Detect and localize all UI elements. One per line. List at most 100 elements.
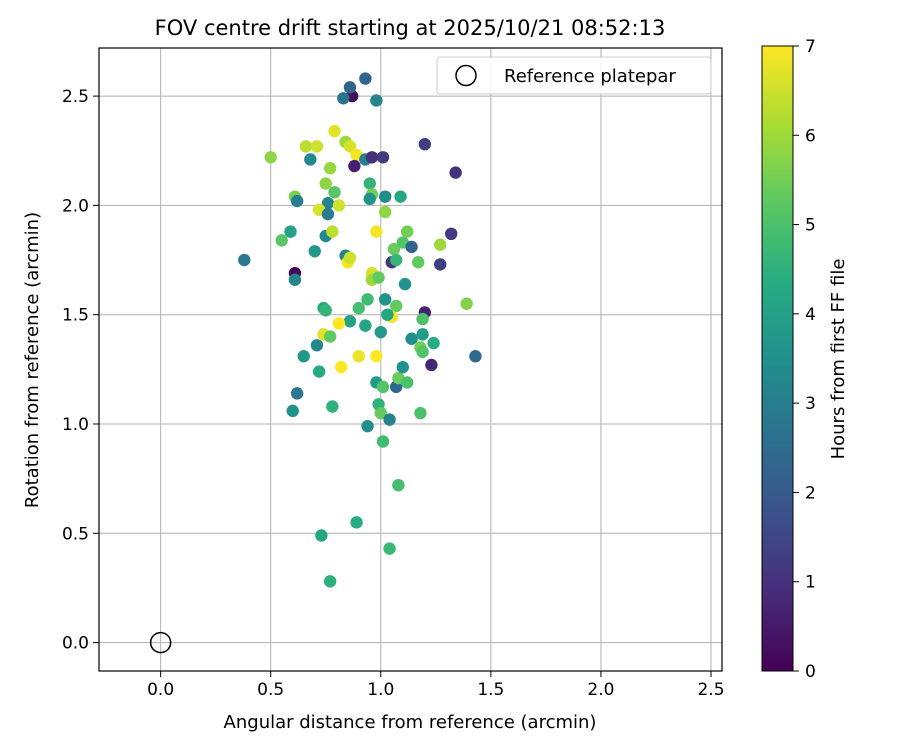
data-point bbox=[363, 177, 376, 190]
data-point bbox=[378, 293, 392, 306]
data-point bbox=[328, 124, 341, 138]
data-point bbox=[275, 234, 288, 247]
data-point bbox=[425, 358, 438, 372]
data-point bbox=[321, 197, 335, 210]
data-point bbox=[416, 312, 429, 326]
y-axis-label: Rotation from reference (arcmin) bbox=[22, 212, 43, 508]
data-point bbox=[310, 339, 324, 352]
data-point bbox=[374, 406, 387, 420]
data-point bbox=[372, 271, 385, 284]
y-tick-label: 0.5 bbox=[62, 524, 89, 544]
data-point bbox=[361, 419, 374, 433]
colorbar-tick-label: 2 bbox=[805, 483, 816, 503]
y-tick-label: 1.5 bbox=[62, 306, 89, 326]
data-point bbox=[343, 140, 357, 153]
data-point bbox=[392, 478, 405, 492]
data-point bbox=[319, 304, 332, 317]
legend-box bbox=[436, 56, 712, 95]
data-point bbox=[405, 240, 418, 254]
data-point bbox=[350, 516, 363, 529]
data-point bbox=[434, 258, 447, 271]
y-tick-label: 1.0 bbox=[62, 415, 89, 435]
data-point bbox=[400, 376, 414, 389]
data-point bbox=[376, 380, 390, 394]
data-point bbox=[434, 238, 447, 251]
data-point bbox=[290, 387, 304, 400]
data-point bbox=[288, 273, 302, 286]
data-point bbox=[370, 94, 383, 107]
data-point bbox=[308, 245, 321, 258]
data-point bbox=[374, 325, 387, 339]
data-point bbox=[312, 365, 326, 378]
data-point bbox=[332, 199, 346, 212]
x-axis-ticks: 0.0 0.5 1.0 1.5 2.0 2.5 bbox=[147, 671, 725, 700]
chart-title: FOV centre drift starting at 2025/10/21 … bbox=[155, 16, 666, 40]
grid-lines bbox=[99, 48, 722, 671]
data-point bbox=[400, 225, 414, 238]
data-point bbox=[378, 190, 392, 203]
data-point bbox=[414, 406, 427, 420]
plot-frame bbox=[98, 47, 723, 672]
data-point bbox=[359, 319, 372, 332]
data-point bbox=[363, 192, 376, 206]
data-point bbox=[343, 251, 357, 265]
data-point bbox=[412, 256, 425, 269]
data-point bbox=[376, 435, 390, 448]
data-point bbox=[343, 315, 357, 328]
data-point bbox=[299, 140, 313, 153]
data-point bbox=[286, 404, 299, 418]
data-point bbox=[370, 350, 383, 363]
data-point bbox=[297, 350, 310, 363]
colorbar-tick-label: 4 bbox=[805, 305, 816, 325]
data-point bbox=[376, 151, 390, 164]
data-point bbox=[326, 400, 339, 413]
data-point bbox=[389, 299, 403, 313]
data-point bbox=[337, 92, 350, 105]
data-point bbox=[328, 186, 341, 199]
colorbar-tick-label: 1 bbox=[805, 573, 816, 593]
data-point bbox=[359, 72, 372, 85]
data-point bbox=[427, 336, 440, 350]
y-axis-ticks: 0.0 0.5 1.0 1.5 2.0 2.5 bbox=[62, 87, 99, 654]
data-point bbox=[352, 350, 365, 363]
data-point bbox=[323, 162, 337, 175]
x-tick-label: 0.0 bbox=[147, 680, 174, 700]
x-tick-label: 1.0 bbox=[367, 680, 394, 700]
data-point bbox=[238, 253, 251, 267]
colorbar-ticks: 0 1 2 3 4 5 6 7 bbox=[793, 37, 816, 682]
data-point bbox=[361, 293, 374, 306]
legend: Reference platepar bbox=[436, 56, 712, 95]
data-point bbox=[332, 317, 346, 330]
y-tick-label: 2.5 bbox=[62, 87, 89, 107]
colorbar-tick-label: 3 bbox=[805, 394, 816, 414]
data-point bbox=[352, 301, 365, 315]
x-axis-label: Angular distance from reference (arcmin) bbox=[224, 712, 597, 733]
data-point bbox=[416, 328, 429, 341]
data-point bbox=[334, 360, 348, 374]
data-point bbox=[264, 151, 277, 164]
colorbar bbox=[761, 45, 794, 672]
data-point bbox=[418, 137, 432, 151]
data-point bbox=[394, 190, 407, 203]
colorbar-tick-label: 7 bbox=[805, 37, 816, 57]
x-tick-label: 2.5 bbox=[697, 680, 724, 700]
data-point bbox=[396, 360, 409, 374]
colorbar-tick-label: 6 bbox=[805, 126, 816, 146]
data-point bbox=[383, 542, 396, 555]
x-tick-label: 0.5 bbox=[257, 680, 284, 700]
y-tick-label: 0.0 bbox=[62, 634, 89, 654]
data-point bbox=[290, 194, 304, 208]
data-point bbox=[387, 242, 401, 256]
x-tick-label: 2.0 bbox=[587, 680, 614, 700]
data-point bbox=[319, 177, 332, 190]
data-point bbox=[405, 332, 418, 345]
data-point bbox=[378, 205, 392, 219]
data-point bbox=[348, 159, 361, 173]
y-tick-label: 2.0 bbox=[62, 196, 89, 216]
data-point bbox=[343, 81, 357, 94]
data-point bbox=[370, 225, 383, 238]
data-point bbox=[469, 350, 482, 363]
colorbar-tick-label: 0 bbox=[805, 662, 816, 682]
data-point bbox=[365, 151, 379, 164]
